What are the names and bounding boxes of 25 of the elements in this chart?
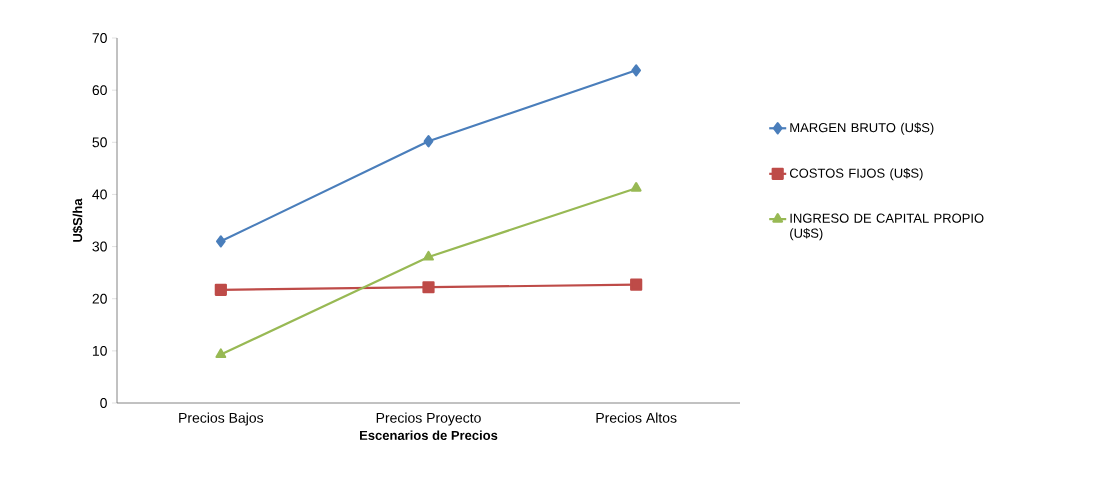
point <box>214 283 227 296</box>
point <box>630 182 642 192</box>
point <box>423 135 434 148</box>
x-tick-label: Precios Bajos <box>179 412 264 426</box>
y-tick-label: 30 <box>92 241 107 252</box>
y-tick-label: 70 <box>92 33 107 43</box>
y-tick-label: 10 <box>92 345 107 356</box>
point <box>631 64 642 77</box>
y-axis-title: U$S/ha <box>72 198 84 242</box>
y-tick-label: 40 <box>92 189 107 200</box>
y-tick-label: 50 <box>92 137 107 148</box>
point <box>215 348 227 359</box>
legend-label: COSTOS FIJOS (U$S) <box>789 168 923 181</box>
x-tick-label: Precios Proyecto <box>376 412 481 426</box>
y-tick-label: 20 <box>92 293 107 304</box>
x-axis-title: Escenarios de Precios <box>360 430 498 440</box>
point <box>422 281 435 294</box>
y-tick-label: 0 <box>100 398 107 408</box>
point <box>423 250 434 261</box>
point <box>630 278 643 291</box>
point <box>215 235 226 248</box>
x-tick-label: Precios Altos <box>596 412 677 423</box>
y-tick-label: 60 <box>92 85 107 96</box>
legend-label: MARGEN BRUTO (U$S) <box>790 122 934 135</box>
legend-label: INGRESO DE CAPITAL PROPIO (U$S) <box>790 213 984 241</box>
